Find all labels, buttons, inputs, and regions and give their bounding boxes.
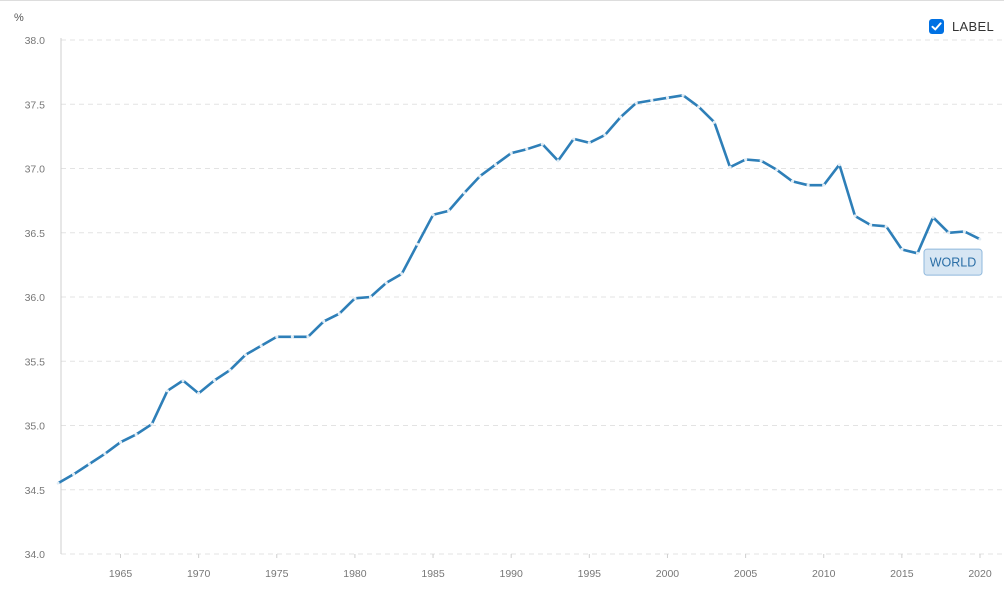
data-point[interactable] [572,137,576,141]
data-point[interactable] [540,142,545,146]
y-tick-label: 38.0 [25,35,46,47]
data-point[interactable] [103,452,107,456]
x-tick-label: 1965 [109,568,133,580]
series-world [56,93,982,485]
data-point[interactable] [806,183,810,187]
data-point[interactable] [384,281,388,285]
y-tick-label: 36.0 [25,292,46,304]
data-point[interactable] [415,242,419,246]
data-point[interactable] [884,224,888,228]
grid-lines [61,39,1004,555]
data-point[interactable] [775,168,779,172]
data-point[interactable] [212,378,216,383]
y-axis-unit-label: % [14,12,24,24]
data-point[interactable] [165,389,169,393]
data-point[interactable] [197,391,201,395]
x-tick-label: 1970 [187,568,211,580]
data-point[interactable] [915,251,920,255]
data-point[interactable] [587,141,591,145]
x-tick-label: 2000 [656,568,680,580]
y-tick-label: 37.0 [25,164,46,176]
data-point[interactable] [275,335,279,339]
data-point[interactable] [978,237,982,241]
data-point[interactable] [368,295,373,299]
data-point[interactable] [681,93,685,97]
data-point[interactable] [181,378,185,383]
data-point[interactable] [900,247,904,252]
data-point[interactable] [650,98,654,102]
x-tick-label: 2005 [734,568,758,580]
data-point[interactable] [478,174,482,178]
data-point[interactable] [447,209,451,213]
data-point[interactable] [290,335,294,339]
data-point[interactable] [759,159,763,163]
data-point[interactable] [462,191,466,195]
series-label-text: WORLD [930,256,977,270]
x-tick-label: 1985 [421,568,445,580]
data-point[interactable] [337,312,341,316]
y-tick-label: 34.5 [25,485,46,497]
data-point[interactable] [634,101,638,105]
data-point[interactable] [822,183,826,187]
data-point[interactable] [72,472,76,476]
data-point[interactable] [259,344,263,348]
data-point[interactable] [712,120,716,124]
data-point[interactable] [243,353,248,357]
data-point[interactable] [150,422,154,426]
data-point[interactable] [790,179,795,183]
y-tick-label: 35.0 [25,421,46,433]
x-tick-label: 2015 [890,568,914,580]
data-point[interactable] [837,163,842,167]
data-point[interactable] [400,272,404,276]
data-point[interactable] [697,105,701,109]
data-point[interactable] [853,214,857,218]
data-point[interactable] [494,163,498,167]
x-tick-label: 2010 [812,568,836,580]
legend-label: LABEL [952,19,994,34]
data-point[interactable] [228,368,232,372]
data-point[interactable] [556,159,560,163]
checkbox-checked-icon[interactable] [929,19,945,34]
y-tick-label: 37.5 [25,99,46,111]
data-point[interactable] [962,229,967,234]
data-point[interactable] [431,213,435,217]
data-point[interactable] [306,335,310,339]
legend-toggle[interactable]: LABEL [929,19,994,34]
series-end-label: WORLD [923,248,983,276]
top-divider [0,0,1004,1]
data-point[interactable] [87,462,91,466]
x-tick-label: 1990 [500,568,524,580]
x-tick-label: 1980 [343,568,367,580]
series-label-box [923,248,983,276]
x-tick-label: 1975 [265,568,289,580]
data-point[interactable] [728,165,732,169]
y-tick-label: 34.0 [25,549,46,561]
data-point[interactable] [509,151,513,155]
data-point[interactable] [56,481,60,485]
series-line-world [56,94,982,485]
data-point[interactable] [525,147,529,151]
data-point[interactable] [619,115,623,119]
data-point[interactable] [118,440,123,444]
data-point[interactable] [947,231,951,235]
data-point[interactable] [603,133,607,137]
data-point[interactable] [322,319,326,323]
data-point[interactable] [665,96,670,100]
axes: 34.0 34.5 35.0 35.5 36.0 36.5 37.0 37.5 38.0 1965… [25,35,992,580]
data-point[interactable] [869,223,873,227]
y-tick-label: 36.5 [25,228,46,240]
x-tick-label: 2020 [968,568,992,580]
data-point[interactable] [744,157,748,162]
data-point[interactable] [353,296,357,300]
y-tick-label: 35.5 [25,356,46,368]
data-point[interactable] [134,432,138,437]
x-tick-label: 1995 [578,568,602,580]
data-point[interactable] [931,215,935,219]
